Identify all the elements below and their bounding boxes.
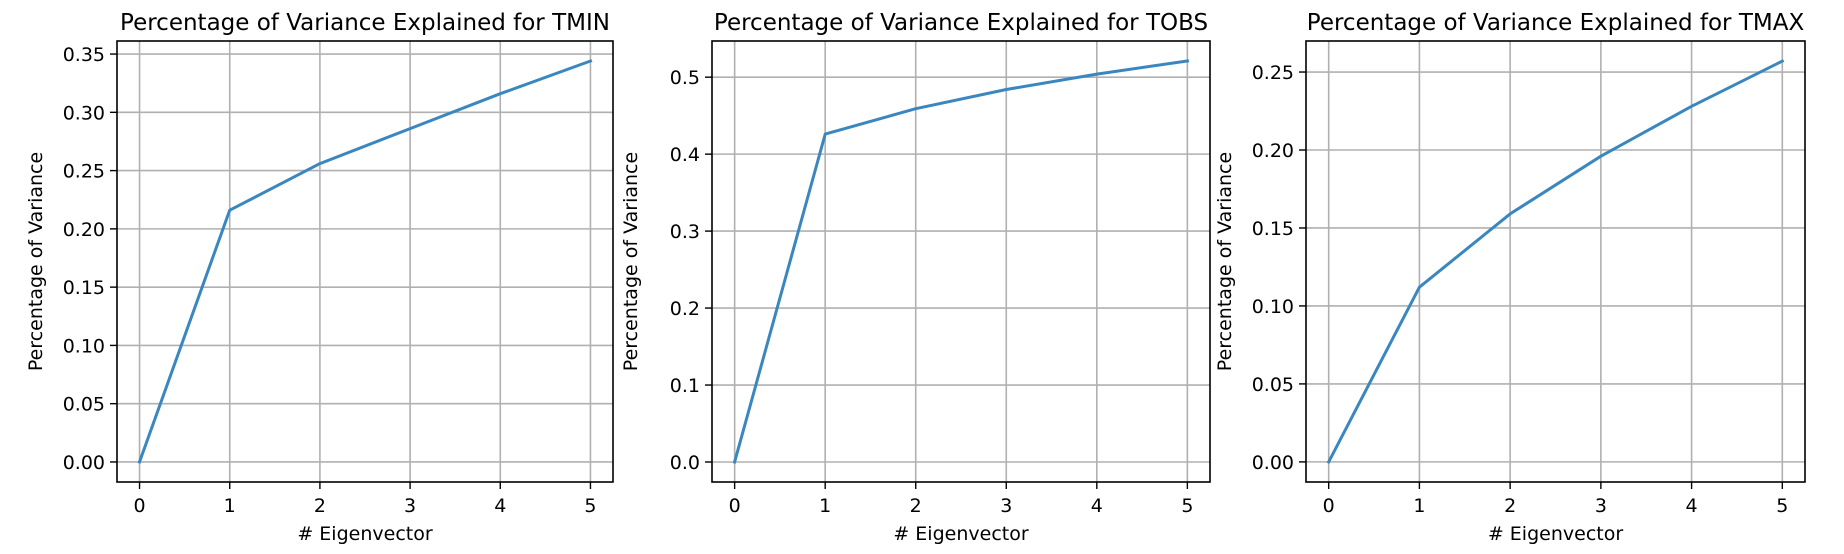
x-tick-label: 0: [1323, 495, 1335, 517]
y-tick-label: 0.30: [63, 102, 105, 124]
x-tick-label: 3: [1000, 495, 1012, 517]
y-tick-label: 0.10: [63, 335, 105, 357]
x-tick-label: 3: [404, 495, 416, 517]
y-tick-label: 0.35: [63, 44, 105, 66]
panel-tmin: 0 1 2 3 4 5 0.00 0.05 0.10 0.15 0.20 0.25 0.30 0.35 Pe…: [25, 10, 614, 545]
x-tick-label: 5: [1776, 495, 1788, 517]
x-axis-label: # Eigenvector: [297, 523, 432, 545]
x-tick-label: 1: [224, 495, 236, 517]
x-tick-label: 2: [910, 495, 922, 517]
y-tick-label: 0.4: [670, 144, 700, 166]
x-tick-label: 4: [1686, 495, 1698, 517]
x-axis-label: # Eigenvector: [1488, 523, 1623, 545]
x-tick-label: 4: [1091, 495, 1103, 517]
x-tick-label: 3: [1595, 495, 1607, 517]
y-tick-label: 0.25: [1252, 62, 1294, 84]
axes-frame: [1305, 40, 1806, 483]
x-tick-label: 1: [819, 495, 831, 517]
series-line: [732, 59, 1190, 464]
y-axis-label: Percentage of Variance: [620, 152, 642, 371]
chart-title: Percentage of Variance Explained for TMA…: [1307, 10, 1805, 36]
chart-title: Percentage of Variance Explained for TMI…: [120, 10, 610, 36]
x-tick-label: 5: [1181, 495, 1193, 517]
y-tick-label: 0.00: [1252, 452, 1294, 474]
y-tick-label: 0.05: [63, 394, 105, 416]
y-tick-label: 0.05: [1252, 374, 1294, 396]
chart-title: Percentage of Variance Explained for TOB…: [714, 10, 1208, 36]
panel-tmax: 0 1 2 3 4 5 0.00 0.05 0.10 0.15 0.20 0.25 Percentage…: [1214, 10, 1806, 545]
axes-frame: [711, 40, 1211, 483]
x-tick-label: 0: [133, 495, 145, 517]
y-axis-label: Percentage of Variance: [1214, 152, 1236, 371]
y-tick-label: 0.25: [63, 161, 105, 183]
y-tick-label: 0.3: [670, 221, 700, 243]
series-line: [137, 59, 593, 464]
y-tick-label: 0.20: [1252, 140, 1294, 162]
y-tick-label: 0.15: [63, 277, 105, 299]
y-tick-label: 0.20: [63, 219, 105, 241]
y-tick-label: 0.5: [670, 67, 700, 89]
axes-frame: [116, 40, 614, 483]
y-tick-label: 0.2: [670, 298, 700, 320]
y-tick-label: 0.00: [63, 452, 105, 474]
series-line: [1326, 59, 1785, 464]
x-tick-label: 4: [494, 495, 506, 517]
y-tick-label: 0.1: [670, 375, 700, 397]
y-tick-label: 0.10: [1252, 296, 1294, 318]
y-tick-label: 0.0: [670, 452, 700, 474]
x-tick-label: 2: [1504, 495, 1516, 517]
y-axis-label: Percentage of Variance: [25, 152, 47, 371]
x-tick-label: 1: [1413, 495, 1425, 517]
x-tick-label: 0: [729, 495, 741, 517]
panel-tobs: 0 1 2 3 4 5 0.0 0.1 0.2 0.3 0.4 0.5 Percentage of Va…: [620, 10, 1211, 545]
x-tick-label: 5: [584, 495, 596, 517]
y-tick-label: 0.15: [1252, 218, 1294, 240]
x-tick-label: 2: [314, 495, 326, 517]
x-axis-label: # Eigenvector: [893, 523, 1028, 545]
